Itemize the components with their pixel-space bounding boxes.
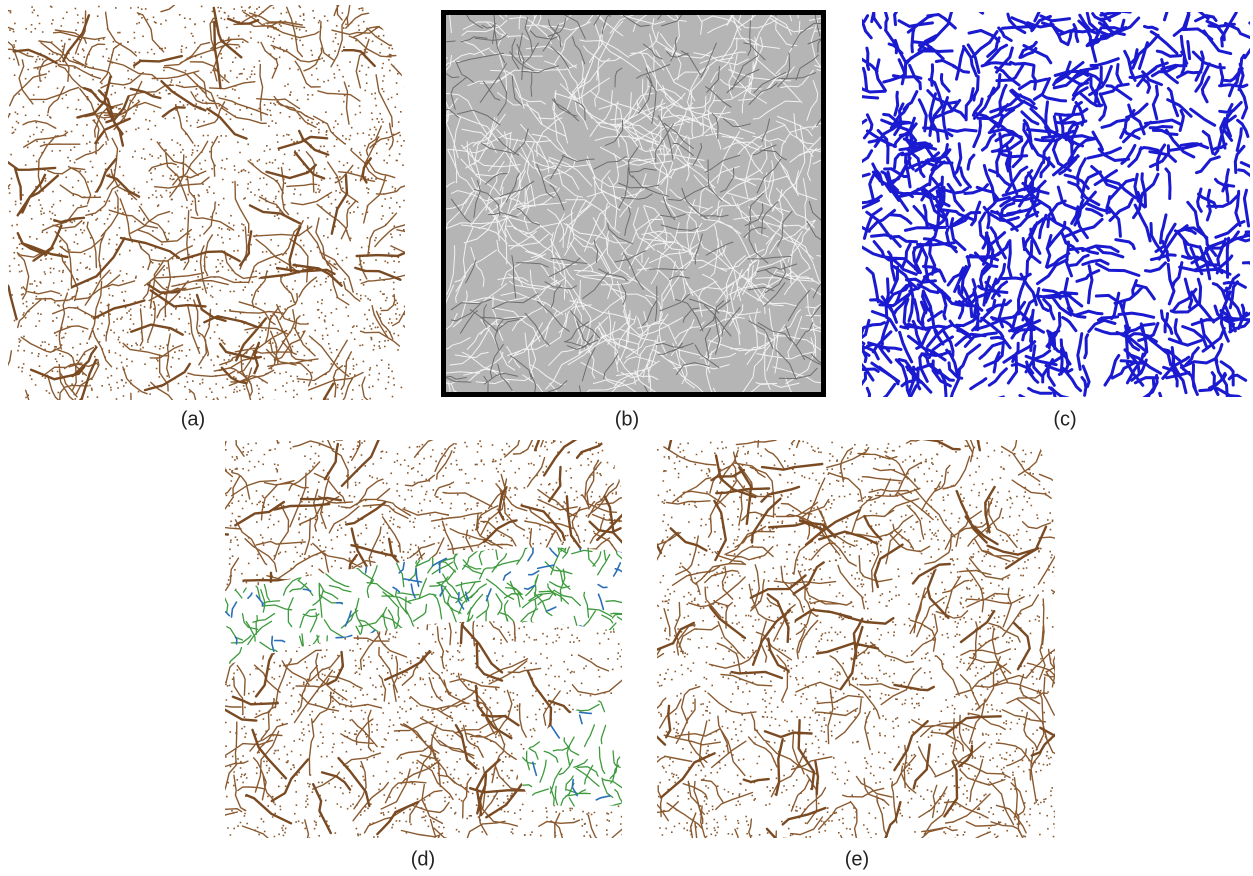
fibers — [611, 397, 1092, 868]
panel-label: (c) — [1053, 408, 1076, 430]
panel-label: (e) — [845, 848, 869, 870]
thick-fibers — [0, 8, 409, 424]
panel-label: (a) — [181, 408, 205, 430]
panel-c-image — [840, 0, 1253, 420]
thick-fibers — [611, 391, 1082, 869]
fibers — [840, 0, 1253, 420]
page: (a) (b) (c) (d) (e) (() => { const data … — [0, 0, 1253, 876]
panel-e-image — [611, 391, 1093, 869]
panel-label: (d) — [411, 848, 435, 870]
panel-a-image — [0, 0, 432, 440]
figure: (a) (b) (c) (d) (e) — [0, 0, 1253, 876]
panel-label: (b) — [615, 408, 639, 430]
